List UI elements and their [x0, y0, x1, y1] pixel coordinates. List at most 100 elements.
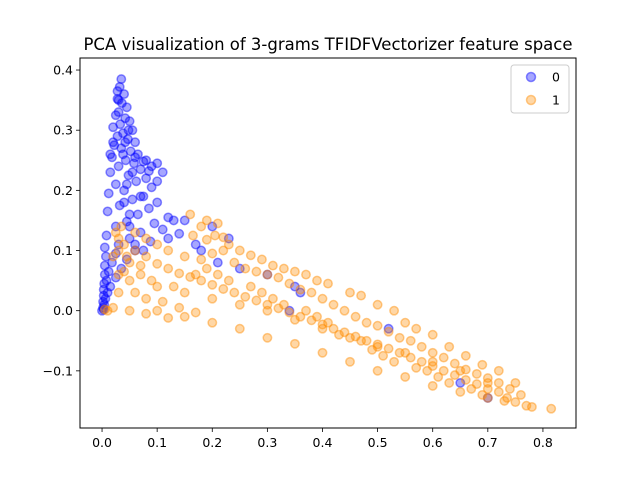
point-series-1 — [350, 331, 361, 342]
point-series-1 — [493, 386, 504, 397]
point-series-0 — [163, 212, 174, 223]
point-series-1 — [190, 269, 201, 280]
point-series-1 — [201, 215, 212, 226]
point-series-1 — [218, 232, 229, 243]
point-series-0 — [99, 260, 110, 271]
point-series-1 — [372, 365, 383, 376]
point-series-0 — [121, 216, 132, 227]
point-series-1 — [152, 305, 163, 316]
point-series-0 — [455, 377, 466, 388]
point-series-0 — [127, 167, 138, 178]
point-series-1 — [234, 245, 245, 256]
point-series-0 — [138, 191, 149, 202]
point-series-1 — [411, 362, 422, 373]
point-series-0 — [98, 304, 109, 315]
point-series-0 — [119, 185, 130, 196]
point-series-0 — [130, 239, 141, 250]
point-series-1 — [482, 383, 493, 394]
point-series-1 — [482, 373, 493, 384]
point-series-1 — [334, 329, 344, 340]
point-series-1 — [113, 269, 124, 280]
point-series-1 — [284, 307, 295, 318]
point-series-0 — [113, 161, 124, 172]
point-series-1 — [323, 278, 333, 289]
point-series-0 — [116, 98, 127, 109]
point-series-1 — [135, 260, 146, 271]
point-series-0 — [110, 272, 121, 283]
point-series-1 — [124, 305, 135, 316]
point-series-1 — [240, 263, 251, 274]
y-tick-label: 0.1 — [53, 243, 73, 258]
point-series-1 — [163, 263, 174, 274]
point-series-1 — [146, 275, 157, 286]
point-series-1 — [273, 303, 284, 314]
point-series-0 — [138, 156, 149, 167]
point-series-1 — [152, 258, 163, 269]
point-series-1 — [449, 358, 460, 369]
legend-box — [510, 64, 570, 114]
point-series-0 — [99, 242, 110, 253]
point-series-0 — [101, 230, 112, 241]
point-series-0 — [116, 143, 127, 154]
point-series-1 — [234, 323, 245, 334]
point-series-1 — [185, 272, 196, 282]
series-1 — [99, 209, 557, 414]
point-series-1 — [130, 227, 141, 238]
point-series-0 — [123, 125, 134, 136]
legend: 01 — [510, 64, 570, 114]
y-tick-label: −0.1 — [43, 363, 73, 378]
point-series-1 — [345, 287, 355, 298]
point-series-0 — [482, 392, 493, 403]
point-series-0 — [179, 215, 190, 226]
x-tick-label: 0.8 — [533, 435, 553, 450]
point-series-1 — [240, 291, 251, 302]
point-series-1 — [295, 284, 306, 295]
x-tick-label: 0.7 — [478, 435, 498, 450]
point-series-1 — [119, 266, 130, 277]
point-series-0 — [122, 134, 133, 145]
point-series-1 — [289, 314, 300, 325]
point-series-0 — [121, 254, 132, 265]
point-series-1 — [482, 392, 493, 403]
point-series-1 — [394, 332, 405, 343]
point-series-1 — [510, 377, 521, 388]
point-series-1 — [405, 335, 416, 346]
point-series-0 — [143, 203, 154, 214]
point-series-1 — [179, 311, 190, 322]
point-series-0 — [152, 176, 163, 187]
point-series-1 — [185, 209, 196, 220]
point-series-1 — [449, 370, 460, 381]
point-series-0 — [127, 194, 138, 205]
x-tick-label: 0.6 — [423, 435, 443, 450]
series-0 — [97, 74, 493, 403]
point-series-1 — [356, 290, 367, 301]
point-series-0 — [123, 170, 134, 181]
point-series-0 — [152, 197, 163, 208]
x-tick-label: 0.0 — [92, 435, 112, 450]
point-series-1 — [444, 377, 455, 388]
point-series-0 — [262, 269, 273, 280]
point-series-1 — [157, 296, 168, 307]
point-series-1 — [278, 299, 289, 310]
point-series-0 — [112, 93, 123, 104]
point-series-1 — [317, 319, 328, 330]
point-series-1 — [174, 302, 185, 313]
point-series-1 — [223, 239, 234, 250]
point-series-1 — [245, 250, 256, 261]
plot-frame — [79, 57, 577, 429]
point-series-1 — [256, 287, 267, 298]
point-series-0 — [110, 110, 121, 121]
point-series-1 — [367, 344, 378, 355]
point-series-1 — [179, 251, 190, 262]
point-series-0 — [138, 245, 149, 256]
point-series-0 — [168, 215, 179, 226]
point-series-0 — [152, 158, 163, 169]
y-tick-label: 0.2 — [53, 183, 73, 198]
point-series-0 — [103, 266, 114, 277]
point-series-1 — [328, 299, 339, 310]
point-series-1 — [482, 377, 493, 388]
point-series-1 — [251, 295, 262, 306]
point-series-0 — [99, 278, 110, 289]
point-series-1 — [460, 374, 471, 385]
